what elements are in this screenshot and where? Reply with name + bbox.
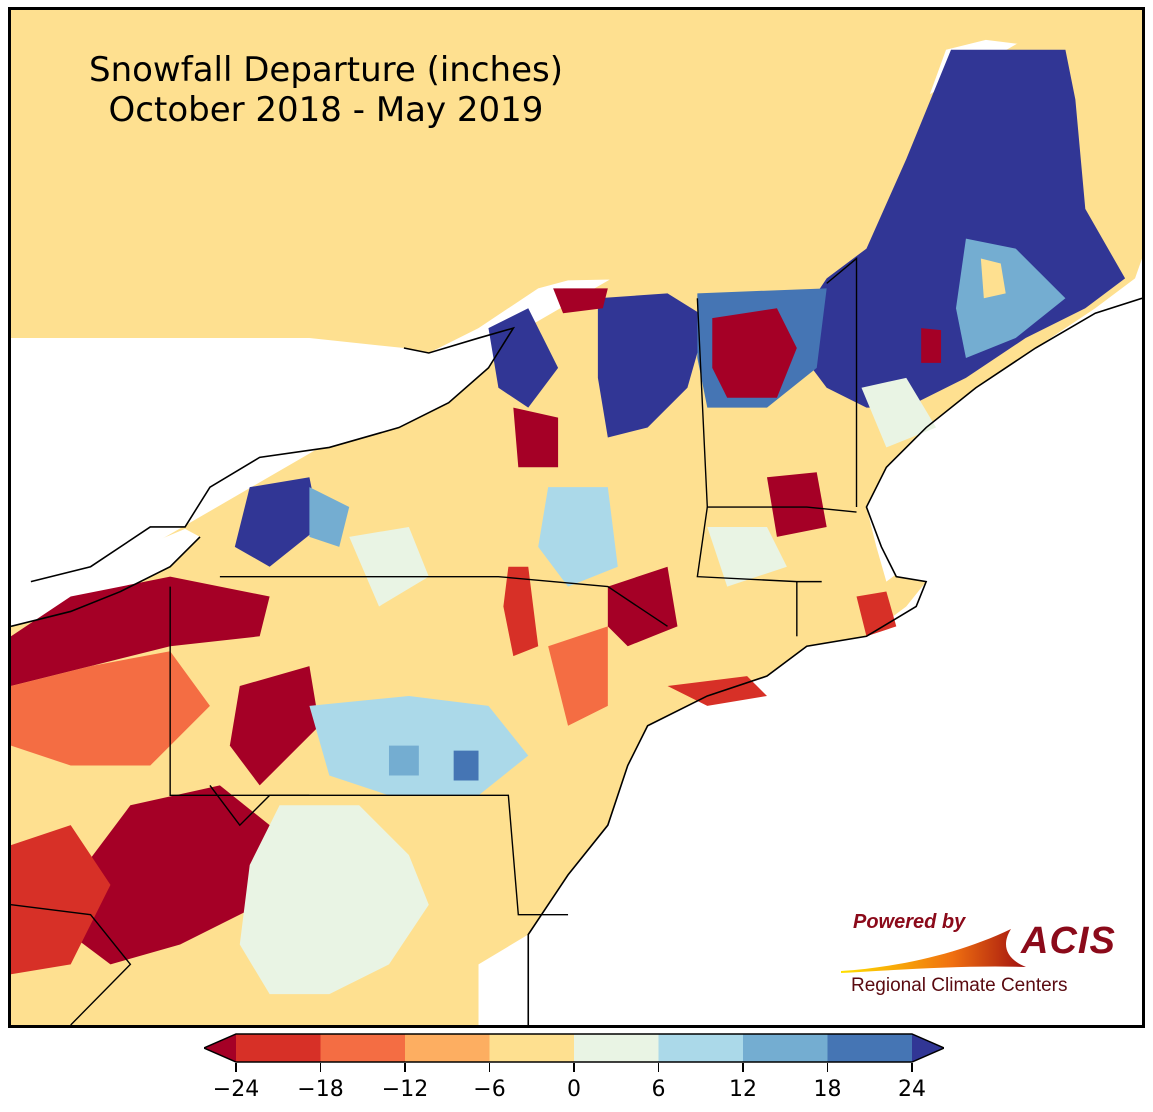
map-title: Snowfall Departure (inches) October 2018… <box>61 50 591 130</box>
legend-tick-label: 18 <box>813 1077 842 1102</box>
legend-tick-label: 12 <box>729 1077 757 1102</box>
legend-tick-mark <box>573 1063 575 1072</box>
legend-colorbar <box>202 1033 946 1063</box>
lake-erie <box>11 528 200 627</box>
legend-tick-label: 24 <box>898 1077 926 1102</box>
erie-negative <box>11 576 270 687</box>
legend-tick-mark <box>826 1063 829 1072</box>
colorbar-svg <box>202 1033 946 1063</box>
acis-swoosh-logo <box>841 929 1026 973</box>
vt-negative <box>712 308 797 398</box>
legend-tick-label: −18 <box>297 1077 344 1102</box>
legend-tick-mark <box>657 1063 660 1072</box>
atlantic-ocean <box>528 308 1142 1025</box>
legend-swatch <box>405 1034 490 1062</box>
legend-swatch <box>320 1034 406 1062</box>
legend-tick-label: 0 <box>567 1077 581 1102</box>
legend-tick-mark <box>235 1063 237 1072</box>
legend-swatch <box>827 1034 913 1062</box>
regional-climate-centers-label: Regional Climate Centers <box>851 975 1068 996</box>
maine-positive <box>796 49 1126 408</box>
legend-tick-label: −12 <box>381 1077 429 1102</box>
acis-label: ACIS <box>1021 920 1116 962</box>
state-boundaries <box>11 257 858 1025</box>
acis-credit: Powered by ACIS Regional Climate Centers <box>831 903 1131 1003</box>
legend-swatch <box>204 1034 236 1062</box>
legend-tick-label: 6 <box>651 1077 666 1102</box>
wv-negative <box>70 785 270 965</box>
legend-ticks: −24 −18 −12 −6 0 6 12 18 24 <box>0 1063 1153 1112</box>
legend-tick-mark <box>488 1063 491 1072</box>
title-line-2: October 2018 - May 2019 <box>108 90 544 130</box>
map-frame: Snowfall Departure (inches) October 2018… <box>8 7 1145 1028</box>
mid-atlantic-near-normal <box>239 805 429 995</box>
powered-by-label: Powered by <box>853 911 966 933</box>
legend-swatch <box>743 1034 828 1062</box>
legend-tick-mark <box>404 1063 406 1072</box>
tug-hill-positive <box>234 477 320 567</box>
legend-swatch <box>489 1034 575 1062</box>
legend-swatch <box>574 1034 659 1062</box>
legend-swatch <box>658 1034 744 1062</box>
legend-swatch <box>912 1034 944 1062</box>
legend-tick-mark <box>911 1063 913 1072</box>
snowfall-departure-map <box>11 10 1142 1025</box>
adirondack-positive <box>597 293 708 438</box>
legend-tick-mark <box>742 1063 744 1072</box>
title-line-1: Snowfall Departure (inches) <box>89 50 563 90</box>
lake-ontario <box>11 328 514 582</box>
legend-tick-label: −24 <box>212 1077 260 1102</box>
coastlines <box>11 297 1142 1025</box>
legend-swatch <box>236 1034 321 1062</box>
legend-tick-label: −6 <box>473 1077 506 1102</box>
legend-tick-mark <box>319 1063 322 1072</box>
